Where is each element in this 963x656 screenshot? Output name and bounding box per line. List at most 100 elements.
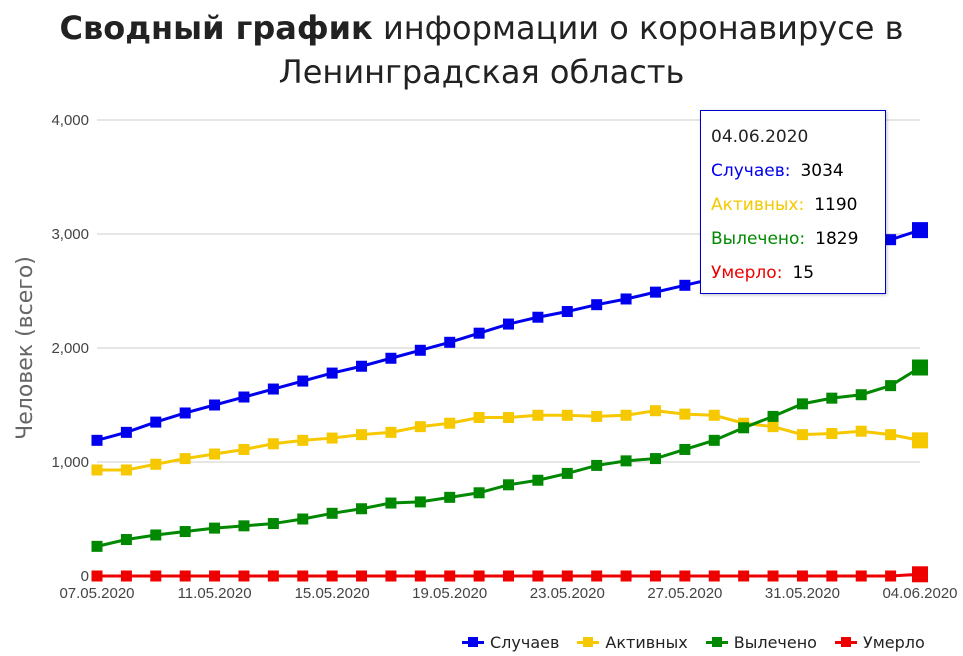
data-point[interactable] xyxy=(297,434,309,446)
data-point[interactable] xyxy=(150,570,162,582)
data-point[interactable] xyxy=(414,496,426,508)
data-point[interactable] xyxy=(620,570,632,582)
data-point[interactable] xyxy=(356,429,368,441)
data-point[interactable] xyxy=(649,453,661,465)
data-point[interactable] xyxy=(209,448,221,460)
data-point[interactable] xyxy=(649,286,661,298)
data-point[interactable] xyxy=(356,503,368,515)
data-point[interactable] xyxy=(120,464,132,476)
data-point[interactable] xyxy=(150,416,162,428)
data-point[interactable] xyxy=(326,570,338,582)
data-point[interactable] xyxy=(267,570,279,582)
data-point[interactable] xyxy=(532,474,544,486)
data-point[interactable] xyxy=(885,570,897,582)
data-point[interactable] xyxy=(414,421,426,433)
data-point[interactable] xyxy=(912,432,928,449)
data-point[interactable] xyxy=(855,425,867,437)
data-point[interactable] xyxy=(561,409,573,421)
legend-item[interactable]: Умерло xyxy=(834,633,925,652)
data-point[interactable] xyxy=(591,570,603,582)
data-point[interactable] xyxy=(708,434,720,446)
data-point[interactable] xyxy=(179,570,191,582)
data-point[interactable] xyxy=(796,429,808,441)
data-point[interactable] xyxy=(179,407,191,419)
data-point[interactable] xyxy=(679,408,691,420)
data-point[interactable] xyxy=(385,497,397,509)
data-point[interactable] xyxy=(796,398,808,410)
data-point[interactable] xyxy=(912,222,928,239)
data-point[interactable] xyxy=(91,570,103,582)
data-point[interactable] xyxy=(267,518,279,530)
data-point[interactable] xyxy=(356,570,368,582)
data-point[interactable] xyxy=(267,438,279,450)
data-point[interactable] xyxy=(297,375,309,387)
data-point[interactable] xyxy=(649,405,661,417)
data-point[interactable] xyxy=(238,443,250,455)
data-point[interactable] xyxy=(561,306,573,318)
data-point[interactable] xyxy=(679,443,691,455)
data-point[interactable] xyxy=(679,279,691,291)
data-point[interactable] xyxy=(620,409,632,421)
data-point[interactable] xyxy=(179,526,191,538)
data-point[interactable] xyxy=(444,491,456,503)
data-point[interactable] xyxy=(326,507,338,519)
data-point[interactable] xyxy=(855,570,867,582)
data-point[interactable] xyxy=(385,352,397,364)
data-point[interactable] xyxy=(326,432,338,444)
legend-item[interactable]: Случаев xyxy=(462,633,559,652)
data-point[interactable] xyxy=(767,421,779,433)
data-point[interactable] xyxy=(473,487,485,499)
data-point[interactable] xyxy=(267,383,279,395)
data-point[interactable] xyxy=(444,570,456,582)
data-point[interactable] xyxy=(679,570,691,582)
data-point[interactable] xyxy=(826,392,838,404)
data-point[interactable] xyxy=(767,570,779,582)
data-point[interactable] xyxy=(738,422,750,434)
data-point[interactable] xyxy=(414,344,426,356)
data-point[interactable] xyxy=(826,428,838,439)
data-point[interactable] xyxy=(826,570,838,582)
data-point[interactable] xyxy=(532,409,544,421)
data-point[interactable] xyxy=(591,459,603,471)
data-point[interactable] xyxy=(561,570,573,582)
data-point[interactable] xyxy=(591,299,603,311)
data-point[interactable] xyxy=(855,389,867,401)
data-point[interactable] xyxy=(503,412,514,424)
data-point[interactable] xyxy=(297,570,309,582)
data-point[interactable] xyxy=(473,327,485,339)
data-point[interactable] xyxy=(326,367,338,379)
data-point[interactable] xyxy=(885,234,897,246)
data-point[interactable] xyxy=(561,467,573,479)
data-point[interactable] xyxy=(738,570,750,582)
data-point[interactable] xyxy=(414,570,426,582)
data-point[interactable] xyxy=(912,359,928,376)
data-point[interactable] xyxy=(120,570,132,582)
data-point[interactable] xyxy=(503,318,514,330)
data-point[interactable] xyxy=(885,380,897,392)
data-point[interactable] xyxy=(885,429,897,441)
data-point[interactable] xyxy=(150,458,162,470)
data-point[interactable] xyxy=(297,513,309,525)
data-point[interactable] xyxy=(91,434,103,446)
data-point[interactable] xyxy=(444,336,456,348)
data-point[interactable] xyxy=(91,464,103,476)
data-point[interactable] xyxy=(385,426,397,438)
data-point[interactable] xyxy=(767,410,779,422)
data-point[interactable] xyxy=(532,570,544,582)
data-point[interactable] xyxy=(591,410,603,422)
data-point[interactable] xyxy=(209,570,221,582)
legend-item[interactable]: Активных xyxy=(577,633,688,652)
data-point[interactable] xyxy=(150,529,162,541)
data-point[interactable] xyxy=(796,570,808,582)
data-point[interactable] xyxy=(238,391,250,403)
data-point[interactable] xyxy=(238,520,250,532)
data-point[interactable] xyxy=(356,360,368,372)
data-point[interactable] xyxy=(385,570,397,582)
data-point[interactable] xyxy=(620,293,632,305)
data-point[interactable] xyxy=(620,455,632,467)
data-point[interactable] xyxy=(120,534,132,546)
data-point[interactable] xyxy=(444,417,456,429)
data-point[interactable] xyxy=(708,409,720,421)
data-point[interactable] xyxy=(179,453,191,465)
data-point[interactable] xyxy=(209,399,221,411)
